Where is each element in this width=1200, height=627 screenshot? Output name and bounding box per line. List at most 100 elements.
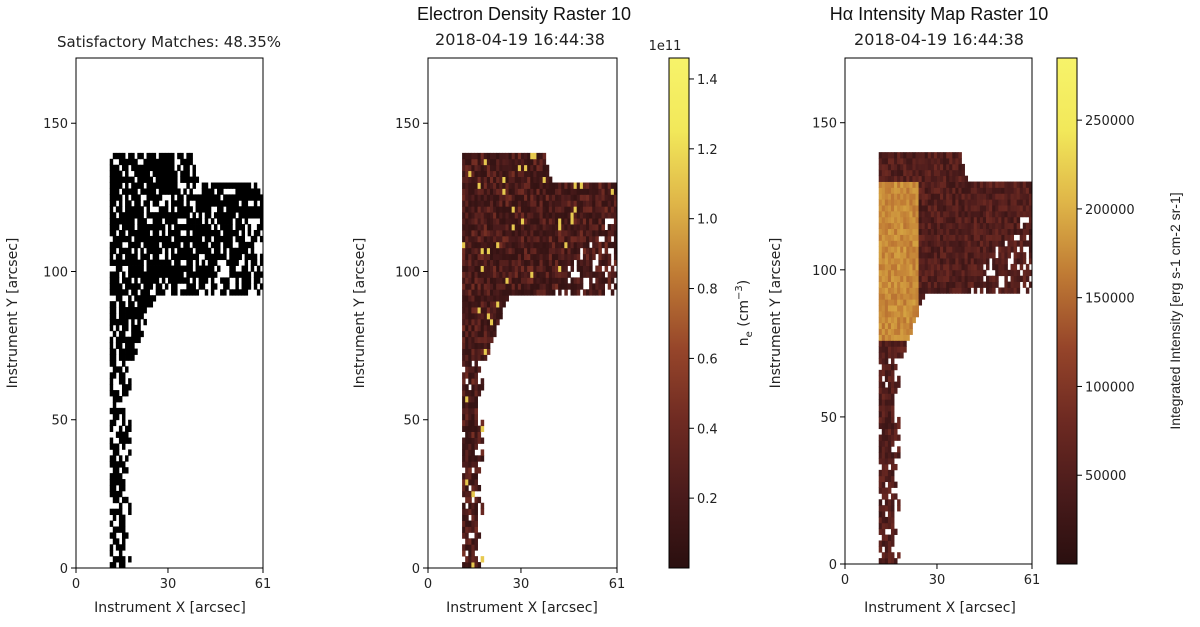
heatmap-cell bbox=[465, 354, 469, 361]
heatmap-cell bbox=[897, 552, 901, 559]
heatmap-cell bbox=[542, 235, 547, 243]
heatmap-cell bbox=[125, 170, 129, 177]
heatmap-cell bbox=[930, 234, 935, 241]
heatmap-cell bbox=[118, 307, 123, 314]
heatmap-cell bbox=[912, 240, 916, 247]
heatmap-cell bbox=[881, 287, 886, 294]
heatmap-cell bbox=[607, 229, 612, 237]
heatmap-cell bbox=[143, 200, 147, 207]
heatmap-cell bbox=[527, 241, 531, 249]
heatmap-cell bbox=[967, 222, 972, 230]
heatmap-cell bbox=[992, 252, 996, 259]
heatmap-cell bbox=[471, 182, 475, 189]
heatmap-cell bbox=[995, 269, 999, 277]
heatmap-cell bbox=[970, 199, 975, 206]
heatmap-cell bbox=[143, 295, 147, 302]
heatmap-cell bbox=[1007, 269, 1011, 277]
heatmap-cell bbox=[949, 181, 953, 188]
heatmap-cell bbox=[465, 200, 469, 207]
heatmap-cell bbox=[468, 467, 472, 474]
heatmap-cell bbox=[527, 235, 531, 243]
heatmap-cell bbox=[884, 346, 889, 353]
heatmap-cell bbox=[226, 212, 230, 219]
heatmap-cell bbox=[121, 461, 126, 468]
heatmap-cell bbox=[524, 176, 528, 183]
heatmap-cell bbox=[474, 372, 478, 379]
heatmap-cell bbox=[112, 229, 117, 237]
heatmap-cell bbox=[955, 199, 959, 206]
heatmap-cell bbox=[881, 481, 886, 488]
heatmap-cell bbox=[483, 336, 488, 344]
heatmap-cell bbox=[887, 205, 892, 212]
heatmap-cell bbox=[1019, 240, 1024, 247]
heatmap-cell bbox=[465, 396, 469, 403]
heatmap-cell bbox=[530, 289, 534, 296]
heatmap-cell bbox=[878, 316, 883, 324]
heatmap-cell bbox=[924, 163, 929, 171]
heatmap-cell bbox=[887, 405, 892, 412]
heatmap-cell bbox=[167, 158, 172, 166]
heatmap-cell bbox=[894, 169, 898, 177]
heatmap-cell bbox=[511, 235, 516, 243]
heatmap-cell bbox=[244, 241, 249, 249]
heatmap-cell bbox=[468, 562, 472, 569]
heatmap-cell bbox=[462, 224, 466, 231]
heatmap-cell bbox=[471, 289, 475, 296]
heatmap-cell bbox=[1022, 281, 1027, 288]
heatmap-cell bbox=[115, 449, 120, 456]
heatmap-cell bbox=[533, 152, 537, 160]
heatmap-cell bbox=[961, 246, 965, 253]
panel2-density-cells bbox=[462, 152, 618, 569]
heatmap-cell bbox=[146, 176, 150, 183]
heatmap-cell bbox=[462, 520, 466, 527]
heatmap-cell bbox=[474, 431, 478, 438]
heatmap-cell bbox=[149, 241, 154, 249]
heatmap-cell bbox=[881, 469, 886, 477]
heatmap-cell bbox=[250, 259, 255, 266]
heatmap-cell bbox=[952, 163, 956, 171]
heatmap-cell bbox=[878, 546, 883, 553]
heatmap-cell bbox=[118, 348, 123, 355]
heatmap-cell bbox=[900, 352, 904, 359]
heatmap-cell bbox=[204, 194, 209, 201]
heatmap-cell bbox=[900, 240, 904, 247]
heatmap-cell bbox=[146, 229, 150, 237]
heatmap-cell bbox=[900, 181, 904, 188]
heatmap-cell bbox=[1013, 240, 1018, 247]
heatmap-cell bbox=[561, 182, 565, 189]
heatmap-cell bbox=[884, 352, 889, 359]
heatmap-cell bbox=[989, 222, 993, 230]
heatmap-cell bbox=[601, 277, 606, 284]
heatmap-cell bbox=[131, 318, 135, 326]
heatmap-cell bbox=[118, 407, 123, 415]
heatmap-cell bbox=[210, 188, 215, 195]
heatmap-cell bbox=[881, 522, 886, 530]
heatmap-cell bbox=[881, 316, 886, 324]
heatmap-cell bbox=[195, 224, 200, 231]
heatmap-cell bbox=[530, 229, 534, 237]
heatmap-cell bbox=[564, 194, 568, 201]
heatmap-cell bbox=[505, 182, 509, 189]
heatmap-cell bbox=[890, 252, 895, 259]
heatmap-cell bbox=[1010, 281, 1015, 288]
heatmap-cell bbox=[613, 253, 618, 261]
heatmap-cell bbox=[167, 182, 172, 189]
heatmap-cell bbox=[897, 175, 901, 182]
heatmap-cell bbox=[471, 271, 475, 278]
x-tick-label: 61 bbox=[255, 577, 272, 592]
heatmap-cell bbox=[186, 247, 190, 255]
heatmap-cell bbox=[878, 216, 883, 224]
heatmap-cell bbox=[112, 556, 117, 563]
heatmap-cell bbox=[1028, 240, 1033, 247]
heatmap-cell bbox=[998, 246, 1002, 253]
heatmap-cell bbox=[177, 247, 181, 255]
heatmap-cell bbox=[465, 164, 469, 172]
heatmap-cell bbox=[471, 188, 475, 195]
heatmap-cell bbox=[496, 218, 500, 225]
heatmap-cell bbox=[887, 516, 892, 524]
heatmap-cell bbox=[881, 187, 886, 194]
heatmap-cell bbox=[514, 188, 519, 195]
heatmap-cell bbox=[121, 532, 126, 539]
heatmap-cell bbox=[238, 241, 242, 249]
heatmap-cell bbox=[471, 218, 475, 225]
